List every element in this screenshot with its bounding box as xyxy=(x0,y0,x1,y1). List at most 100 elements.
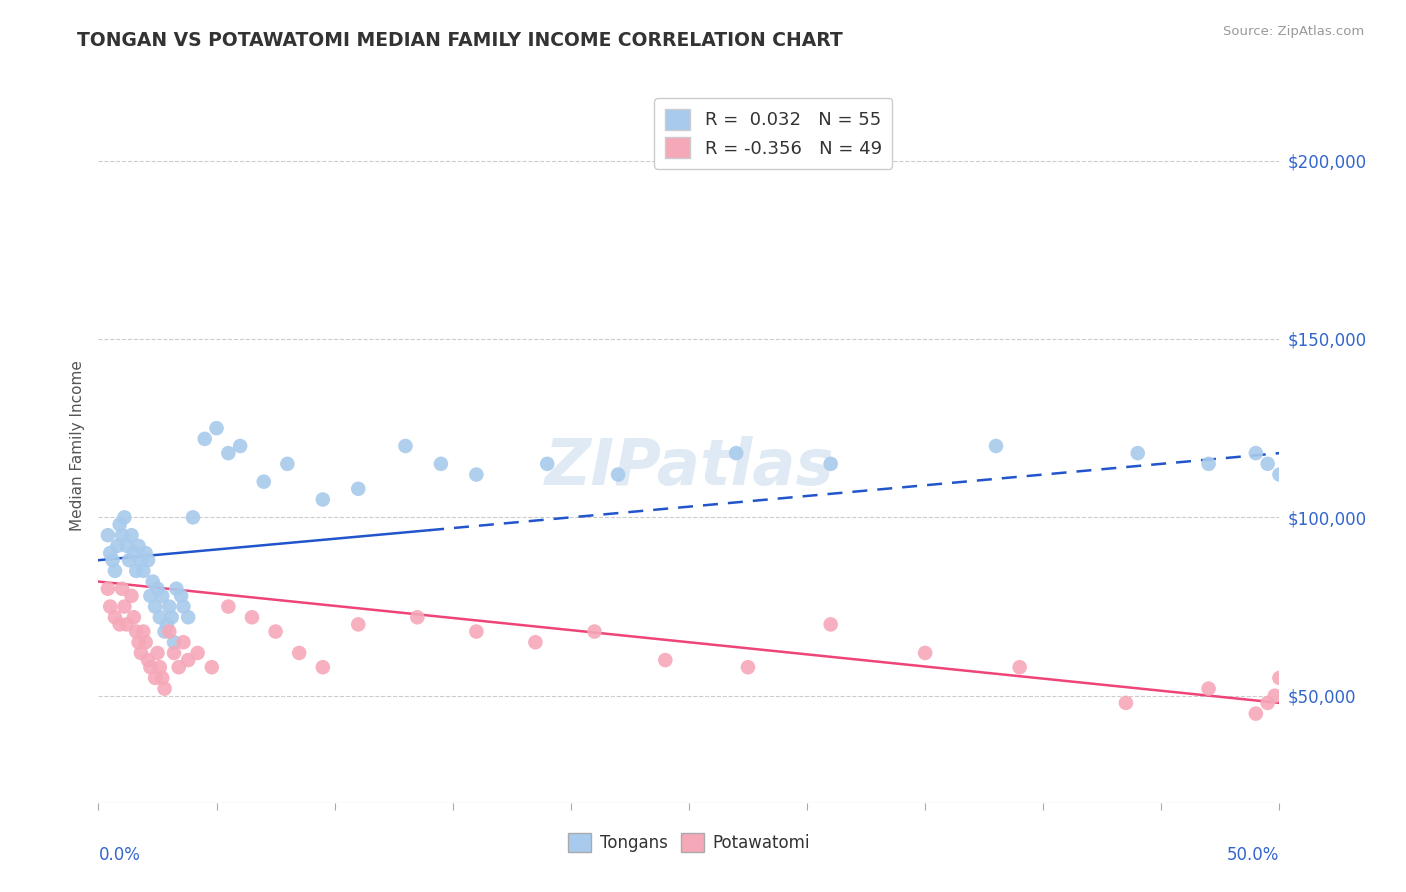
Point xyxy=(229,439,252,453)
Point xyxy=(820,617,842,632)
Point xyxy=(149,660,172,674)
Point xyxy=(524,635,547,649)
Point xyxy=(194,432,217,446)
Point xyxy=(1257,457,1279,471)
Point xyxy=(104,564,127,578)
Point xyxy=(1244,706,1267,721)
Point xyxy=(406,610,429,624)
Point xyxy=(167,660,190,674)
Point xyxy=(129,553,152,567)
Point xyxy=(146,646,169,660)
Point xyxy=(430,457,453,471)
Point xyxy=(146,582,169,596)
Point xyxy=(914,646,936,660)
Point xyxy=(1268,467,1291,482)
Legend: Tongans, Potawatomi: Tongans, Potawatomi xyxy=(561,826,817,859)
Point xyxy=(253,475,276,489)
Point xyxy=(136,553,159,567)
Point xyxy=(143,671,166,685)
Point xyxy=(312,492,335,507)
Point xyxy=(157,624,180,639)
Point xyxy=(201,660,224,674)
Point xyxy=(139,660,162,674)
Point xyxy=(122,610,145,624)
Point xyxy=(1115,696,1137,710)
Text: 0.0%: 0.0% xyxy=(98,846,141,863)
Point xyxy=(139,589,162,603)
Point xyxy=(177,653,200,667)
Point xyxy=(105,539,128,553)
Point xyxy=(149,610,172,624)
Point xyxy=(125,564,148,578)
Point xyxy=(104,610,127,624)
Point xyxy=(465,624,488,639)
Point xyxy=(288,646,311,660)
Point xyxy=(725,446,748,460)
Point xyxy=(1126,446,1149,460)
Point xyxy=(172,635,194,649)
Point xyxy=(165,582,187,596)
Point xyxy=(97,528,120,542)
Point xyxy=(136,653,159,667)
Point xyxy=(654,653,676,667)
Text: 50.0%: 50.0% xyxy=(1227,846,1279,863)
Point xyxy=(205,421,228,435)
Point xyxy=(163,646,186,660)
Point xyxy=(143,599,166,614)
Point xyxy=(170,589,193,603)
Point xyxy=(181,510,204,524)
Point xyxy=(111,582,134,596)
Point xyxy=(160,610,183,624)
Point xyxy=(394,439,416,453)
Point xyxy=(607,467,630,482)
Y-axis label: Median Family Income: Median Family Income xyxy=(70,360,86,532)
Point xyxy=(583,624,606,639)
Point xyxy=(122,546,145,560)
Point xyxy=(142,574,165,589)
Point xyxy=(156,617,179,632)
Text: TONGAN VS POTAWATOMI MEDIAN FAMILY INCOME CORRELATION CHART: TONGAN VS POTAWATOMI MEDIAN FAMILY INCOM… xyxy=(77,31,844,50)
Point xyxy=(128,635,150,649)
Point xyxy=(240,610,263,624)
Point xyxy=(108,617,131,632)
Point xyxy=(132,624,155,639)
Point xyxy=(1198,457,1220,471)
Point xyxy=(115,617,138,632)
Point xyxy=(118,553,141,567)
Point xyxy=(347,617,370,632)
Point xyxy=(101,553,124,567)
Point xyxy=(264,624,287,639)
Point xyxy=(112,510,135,524)
Point xyxy=(98,546,121,560)
Point xyxy=(163,635,186,649)
Point xyxy=(115,539,138,553)
Point xyxy=(984,439,1007,453)
Point xyxy=(150,671,173,685)
Point xyxy=(121,589,143,603)
Point xyxy=(150,589,173,603)
Point xyxy=(1257,696,1279,710)
Point xyxy=(135,546,157,560)
Point xyxy=(157,599,180,614)
Point xyxy=(465,467,488,482)
Point xyxy=(111,528,134,542)
Point xyxy=(121,528,143,542)
Point xyxy=(172,599,194,614)
Point xyxy=(97,582,120,596)
Text: Source: ZipAtlas.com: Source: ZipAtlas.com xyxy=(1223,25,1364,38)
Point xyxy=(1268,671,1291,685)
Point xyxy=(1244,446,1267,460)
Point xyxy=(125,624,148,639)
Point xyxy=(153,681,176,696)
Point xyxy=(132,564,155,578)
Text: ZIPatlas: ZIPatlas xyxy=(544,436,834,499)
Point xyxy=(536,457,558,471)
Point xyxy=(98,599,121,614)
Point xyxy=(177,610,200,624)
Point xyxy=(217,599,239,614)
Point xyxy=(187,646,209,660)
Point xyxy=(108,517,131,532)
Point xyxy=(217,446,239,460)
Point xyxy=(128,539,150,553)
Point xyxy=(135,635,157,649)
